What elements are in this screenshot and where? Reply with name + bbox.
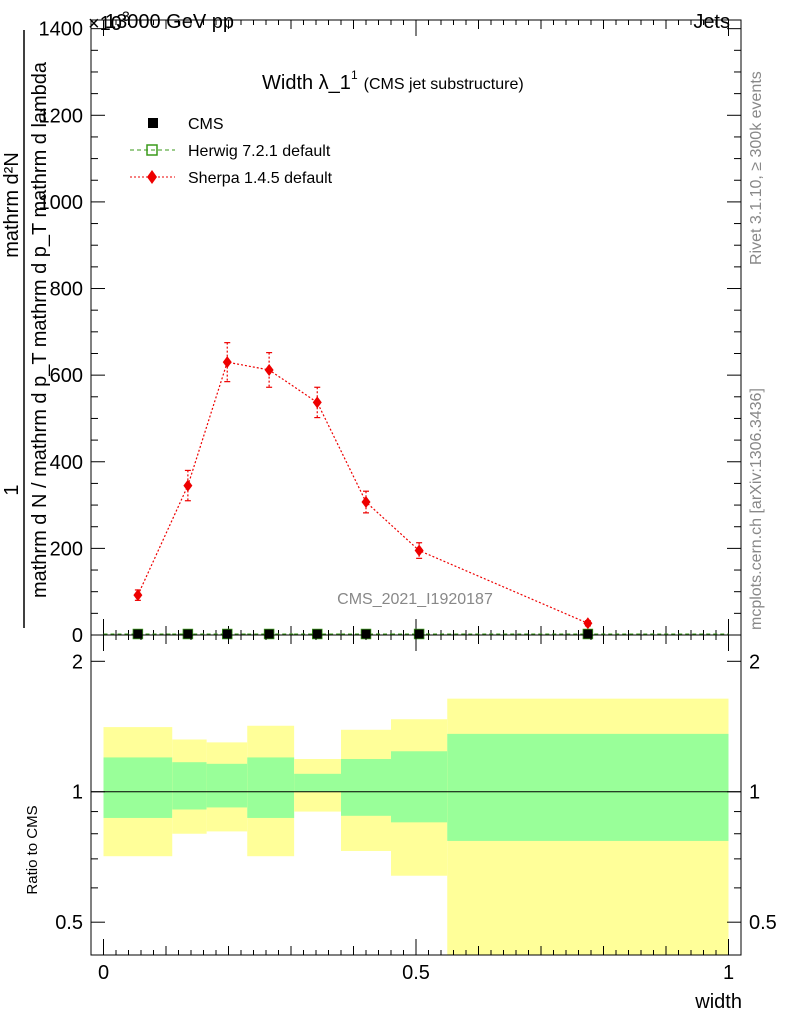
ratio-y-tick-label: 2 (72, 651, 83, 673)
main-y-tick-label: 1000 (39, 192, 84, 214)
chart-title: Width λ_11(CMS jet substructure) (262, 68, 524, 94)
sherpa-point (264, 363, 274, 376)
ratio-y-tick-label-right: 2 (749, 651, 760, 673)
legend-herwig-marker (146, 144, 158, 156)
ratio-band-green (341, 759, 391, 816)
main-y-tick-label: 1400 (39, 19, 84, 41)
x-tick-label: 0 (98, 962, 109, 984)
cms-point (264, 629, 274, 639)
ratio-band-green (294, 773, 341, 792)
sherpa-point (222, 356, 232, 369)
analysis-id: CMS_2021_I1920187 (337, 591, 493, 608)
legend: CMS Herwig 7.2.1 default Sherpa 1.4.5 de… (130, 116, 333, 187)
rivet-label: Rivet 3.1.10, ≥ 300k events (748, 71, 765, 265)
ratio-band-green (206, 763, 248, 808)
cms-point (133, 629, 143, 639)
legend-sherpa-marker (147, 170, 157, 184)
main-ylabel-denominator: mathrm d N / mathrm d p_T mathrm d p_T m… (29, 61, 51, 598)
sherpa-point (361, 496, 371, 509)
legend-cms-label: CMS (188, 116, 224, 133)
ratio-band-green (103, 757, 173, 818)
ratio-y-tick-label: 1 (72, 782, 83, 804)
legend-cms-marker (148, 118, 158, 128)
mcplots-label: mcplots.cern.ch [arXiv:1306.3436] (748, 388, 765, 630)
ratio-band-green (247, 757, 295, 818)
cms-point (222, 629, 232, 639)
main-y-tick-label: 800 (50, 279, 83, 301)
x-axis-label: width (694, 991, 742, 1013)
ratio-y-tick-label-right: 1 (749, 782, 760, 804)
main-y-tick-label: 200 (50, 538, 83, 560)
sherpa-point (183, 479, 193, 492)
ratio-y-tick-label-right: 0.5 (749, 912, 777, 934)
sherpa-point (312, 396, 322, 409)
cms-point (312, 629, 322, 639)
x-tick-label: 0.5 (402, 962, 430, 984)
main-y-tick-label: 400 (50, 452, 83, 474)
cms-point (183, 629, 193, 639)
main-y-tick-label: 1200 (39, 105, 84, 127)
ratio-panel: 0.5 0.5 1 1 2 2 0 0.5 1 (55, 634, 777, 984)
legend-herwig-label: Herwig 7.2.1 default (188, 143, 331, 160)
ratio-ylabel: Ratio to CMS (24, 805, 41, 894)
exponent-label: ×103 (88, 8, 130, 35)
ratio-band-green (391, 751, 448, 823)
header-left: 13000 GeV pp (105, 11, 234, 33)
main-y-tick-label: 0 (72, 625, 83, 647)
main-ylabel-numerator: 1 (1, 484, 23, 495)
main-panel: 0 200 400 600 800 1000 1200 1400 (39, 19, 742, 647)
cms-point (414, 629, 424, 639)
main-frame (90, 19, 742, 636)
header-right: Jets (693, 11, 730, 33)
ratio-band-green (172, 762, 207, 810)
x-tick-label: 1 (723, 962, 734, 984)
cms-point (361, 629, 371, 639)
main-y-tick-label: 600 (50, 365, 83, 387)
main-ylabel: 1 mathrm d N / mathrm d p_T mathrm d p_T… (1, 30, 51, 628)
legend-sherpa-label: Sherpa 1.4.5 default (188, 170, 333, 187)
ratio-band-green (447, 733, 729, 841)
sherpa-point (414, 544, 424, 557)
main-ylabel-d2n: mathrm d²N (1, 152, 23, 258)
sherpa-line (137, 361, 589, 624)
ratio-y-tick-label: 0.5 (55, 912, 83, 934)
sherpa-point (583, 617, 593, 630)
cms-point (583, 629, 593, 639)
sherpa-point (133, 589, 143, 602)
